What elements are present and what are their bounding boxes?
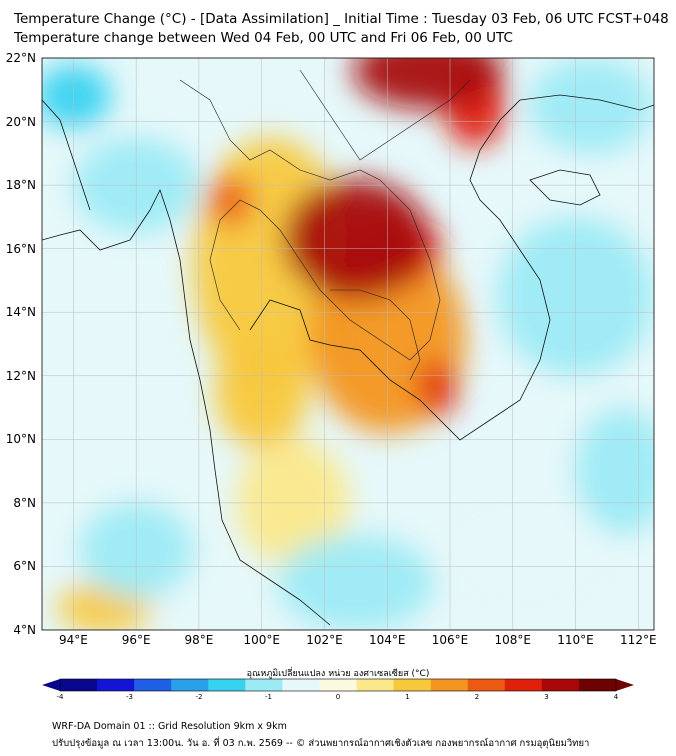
footer-credits: ปรับปรุงข้อมูล ณ เวลา 13:00น. วัน อ. ที่…	[52, 738, 590, 749]
colorbar-frame	[59, 678, 617, 692]
colorbar-swatch	[134, 679, 172, 691]
field-blob-13	[42, 64, 112, 128]
field-blob-14	[208, 175, 253, 227]
colorbar-swatch	[541, 679, 580, 691]
colorbar-swatch	[60, 679, 98, 691]
gridlines	[42, 58, 654, 630]
colorbar-swatch	[208, 679, 246, 691]
lat-label: 12°N	[5, 368, 36, 383]
lat-label: 14°N	[5, 305, 36, 320]
lon-label: 98°E	[184, 633, 214, 647]
lon-label: 106°E	[431, 633, 469, 647]
field-blob-15	[418, 359, 457, 418]
lat-label: 16°N	[5, 241, 36, 256]
lat-label: 20°N	[5, 114, 36, 129]
plot-frame	[41, 57, 655, 631]
colorbar-swatch	[504, 679, 543, 691]
admin-borders	[179, 69, 471, 381]
colorbar-swatch	[171, 679, 209, 691]
colorbar-swatch	[356, 679, 395, 691]
lon-label: 100°E	[243, 633, 280, 647]
colorbar-swatch	[97, 679, 135, 691]
colorbar-tick-label: -1	[265, 693, 272, 701]
colorbar-tick-label: 1	[405, 693, 410, 701]
colorbar-tick-label: -3	[126, 693, 133, 701]
coastlines	[42, 94, 654, 626]
colorbar-tick-label: 4	[613, 693, 619, 701]
colorbar-tick-label: -2	[195, 693, 203, 701]
lat-label: 22°N	[5, 51, 36, 65]
lat-label: 6°N	[13, 559, 36, 574]
lon-label: 112°E	[620, 633, 657, 647]
lon-label: 94°E	[58, 633, 88, 647]
footer-model-info: WRF-DA Domain 01 :: Grid Resolution 9km …	[52, 721, 287, 732]
colorbar-max-arrow	[616, 679, 634, 691]
field-blob-1	[450, 502, 607, 599]
lat-label: 4°N	[13, 623, 36, 637]
colorbar-swatch	[467, 679, 506, 691]
field-blob-7	[528, 58, 654, 154]
lon-label: 104°E	[368, 633, 406, 647]
coastline-west	[42, 188, 331, 626]
temperature-field	[42, 58, 654, 630]
hainan-island	[529, 169, 601, 206]
colorbar-swatch	[282, 679, 320, 691]
lat-label: 18°N	[5, 178, 36, 193]
field-blob-5	[575, 407, 654, 535]
temperature-change-map	[41, 57, 655, 631]
lat-label: 10°N	[5, 432, 36, 447]
colorbar-tick-label: 3	[544, 693, 549, 701]
colorbar-tick-label: 2	[474, 693, 480, 701]
colorbar	[42, 678, 634, 692]
coastline-myanmar	[42, 99, 91, 211]
border-cambodia	[330, 289, 421, 381]
field-blob-4	[277, 534, 435, 630]
lon-label: 110°E	[557, 633, 594, 647]
border-laos-north	[299, 69, 471, 161]
colorbar-tick-label: 0	[335, 693, 341, 701]
colorbar-swatch	[319, 679, 358, 691]
colorbar-swatch	[578, 679, 617, 691]
lon-label: 108°E	[494, 633, 532, 647]
field-blob-18	[352, 58, 504, 109]
coastline-east	[249, 94, 654, 441]
field-blob-19	[283, 178, 429, 300]
colorbar-swatch	[430, 679, 469, 691]
colorbar-tick-label: -4	[56, 693, 64, 701]
chart-subtitle: Temperature change between Wed 04 Feb, 0…	[14, 30, 513, 46]
lon-label: 96°E	[121, 633, 151, 647]
colorbar-min-arrow	[42, 679, 60, 691]
lat-label: 8°N	[13, 495, 36, 510]
lon-label: 102°E	[306, 633, 343, 647]
border-thailand	[179, 79, 441, 361]
colorbar-title: อุณหภูมิเปลี่ยนแปลง หน่วย องศาเซลเซียส (…	[246, 669, 430, 679]
colorbar-swatch	[393, 679, 432, 691]
chart-title: Temperature Change (°C) - [Data Assimila…	[14, 11, 669, 27]
colorbar-swatch	[245, 679, 283, 691]
